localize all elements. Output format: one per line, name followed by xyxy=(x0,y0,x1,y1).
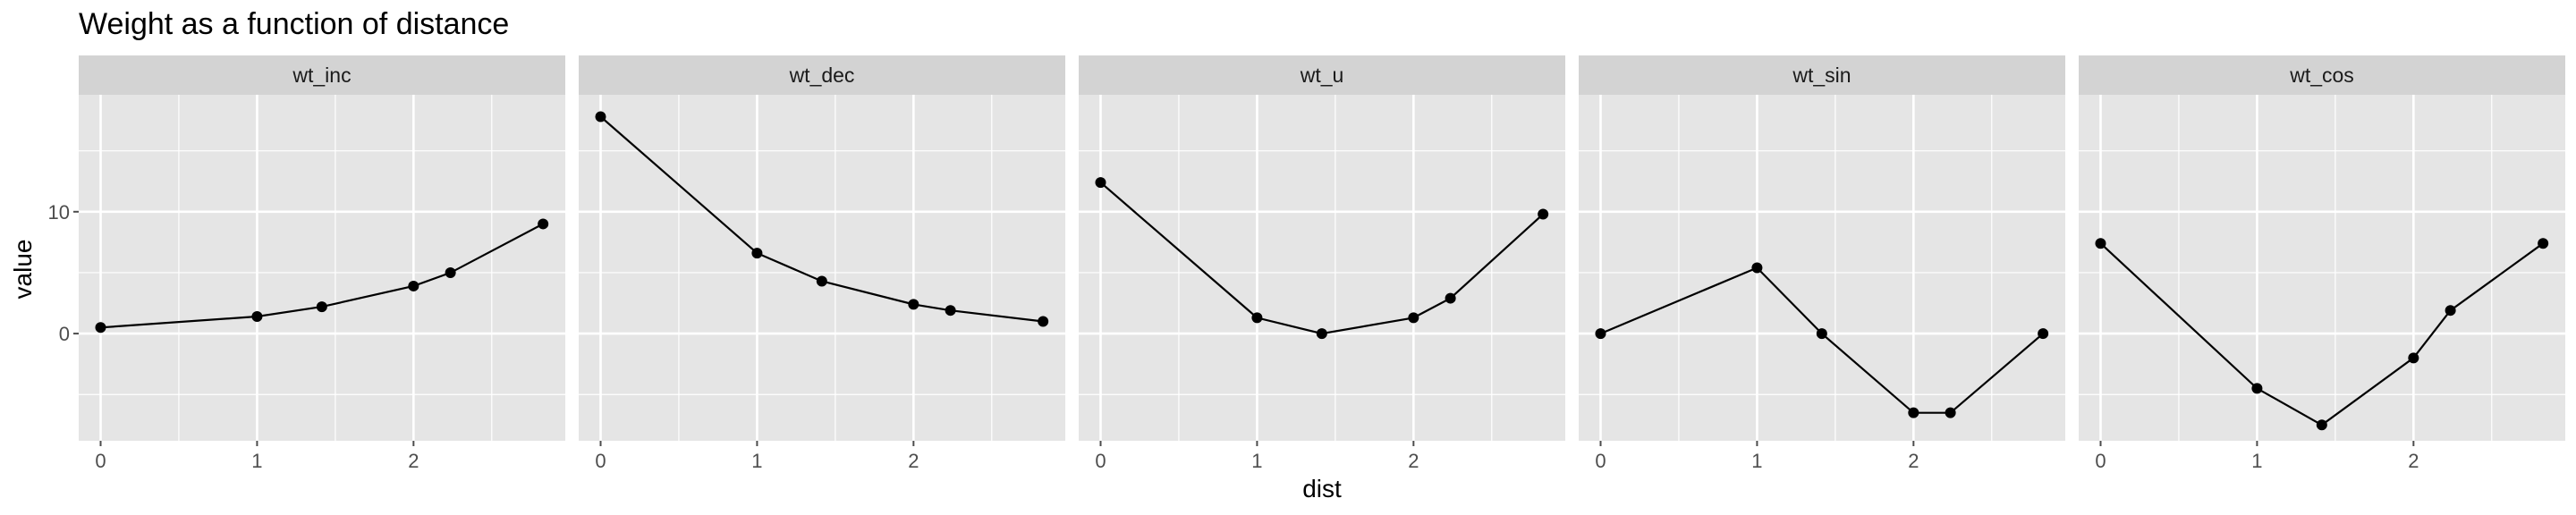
panel-background xyxy=(79,95,565,441)
x-tick-label: 1 xyxy=(1251,450,1262,472)
x-tick-label: 2 xyxy=(408,450,419,472)
x-tick-label: 1 xyxy=(251,450,262,472)
data-point xyxy=(1945,407,1956,418)
data-point xyxy=(1908,407,1919,418)
data-point xyxy=(1595,328,1606,340)
data-point xyxy=(251,311,263,323)
facet-strip xyxy=(1579,55,2065,95)
data-point xyxy=(1316,328,1327,340)
data-point xyxy=(908,299,919,310)
facet-strip-label: wt_dec xyxy=(789,63,855,87)
data-point xyxy=(2251,383,2263,394)
data-point xyxy=(595,111,606,122)
data-point xyxy=(1251,312,1263,324)
facet-wt_cos: wt_cos 0 1 2 xyxy=(2079,55,2565,472)
data-point xyxy=(816,275,827,287)
series-line xyxy=(2099,242,2544,426)
y-tick-label: 0 xyxy=(59,323,70,345)
data-point xyxy=(1445,292,1456,304)
data-point xyxy=(95,322,106,333)
x-tick-label: 0 xyxy=(595,450,606,472)
series-line xyxy=(1600,266,2044,414)
series-line xyxy=(1099,182,1544,335)
x-tick-label: 0 xyxy=(95,450,106,472)
data-point xyxy=(1038,316,1049,327)
data-point xyxy=(751,248,763,259)
y-axis-title: value xyxy=(9,240,37,300)
x-tick-label: 0 xyxy=(1095,450,1106,472)
data-point xyxy=(2038,328,2049,340)
x-tick-label: 2 xyxy=(1408,450,1419,472)
panel-background xyxy=(579,95,1065,441)
x-tick-label: 2 xyxy=(2408,450,2419,472)
x-tick-label: 1 xyxy=(2251,450,2262,472)
data-point xyxy=(2095,238,2106,249)
chart-title: Weight as a function of distance xyxy=(79,7,509,41)
data-point xyxy=(1408,312,1419,324)
facet-strip-label: wt_inc xyxy=(292,63,351,87)
data-point xyxy=(1095,177,1106,189)
facet-strip-label: wt_cos xyxy=(2289,63,2354,87)
x-axis-title: dist xyxy=(1302,475,1342,502)
data-point xyxy=(2408,352,2419,364)
data-point xyxy=(316,301,327,313)
data-point xyxy=(2538,238,2549,249)
data-point xyxy=(945,305,956,317)
data-point xyxy=(1538,208,1549,220)
facet-strip xyxy=(2079,55,2565,95)
data-point xyxy=(1816,328,1827,340)
x-tick-label: 2 xyxy=(908,450,919,472)
data-point xyxy=(538,218,549,230)
x-tick-label: 2 xyxy=(1908,450,1919,472)
panel-background xyxy=(1579,95,2065,441)
facet-wt_dec: wt_dec 0 1 2 xyxy=(579,55,1065,472)
x-tick-label: 1 xyxy=(1751,450,1762,472)
data-point xyxy=(445,266,456,278)
facet-strip xyxy=(79,55,565,95)
facet-strip xyxy=(1079,55,1565,95)
x-tick-label: 0 xyxy=(1595,450,1606,472)
data-point xyxy=(2316,419,2327,431)
facet-strip-label: wt_u xyxy=(1300,63,1344,87)
data-point xyxy=(2445,305,2456,317)
facet-strip xyxy=(579,55,1065,95)
panel-background xyxy=(2079,95,2565,441)
y-tick-label: 10 xyxy=(48,201,70,224)
x-tick-label: 0 xyxy=(2095,450,2106,472)
x-tick-label: 1 xyxy=(751,450,762,472)
data-point xyxy=(1751,262,1763,274)
facet-wt_u: wt_u 0 1 2 xyxy=(1079,55,1565,472)
series-line xyxy=(599,115,1044,323)
panel-background xyxy=(1079,95,1565,441)
facet-strip-label: wt_sin xyxy=(1792,63,1851,87)
series-line xyxy=(100,223,544,329)
facet-wt_inc: wt_inc 0 1 2 xyxy=(79,55,565,472)
data-point xyxy=(408,280,419,291)
facet-wt_sin: wt_sin 0 1 2 xyxy=(1579,55,2065,472)
